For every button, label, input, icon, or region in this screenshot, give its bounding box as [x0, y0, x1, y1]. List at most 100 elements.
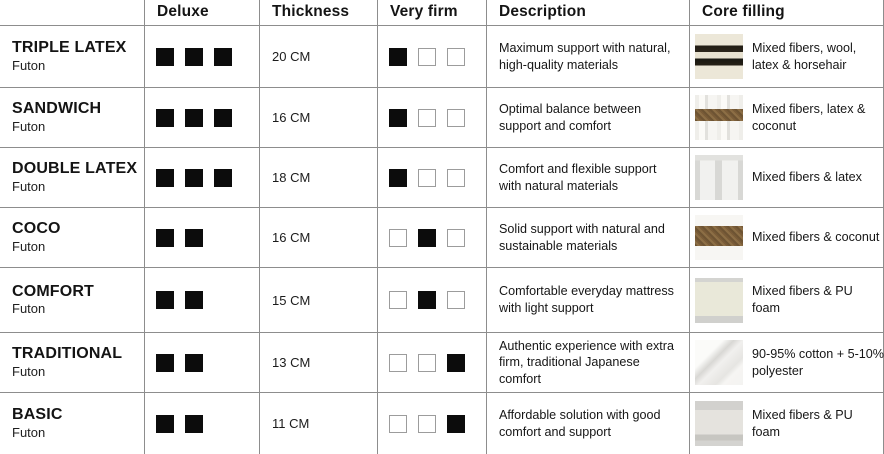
header-description: Description: [487, 0, 690, 26]
deluxe-rating: [145, 26, 260, 88]
core-filling-text: Mixed fibers & latex: [752, 170, 862, 185]
core-filling-cell: Mixed fibers, wool, latex & horsehair: [690, 26, 884, 88]
product-name-cell: BASIC Futon: [0, 393, 145, 454]
product-name: TRIPLE LATEX: [12, 39, 127, 57]
core-filling-text: 90-95% cotton + 5-10% polyester: [752, 346, 884, 378]
core-filling-text: Mixed fibers & coconut: [752, 230, 880, 245]
core-filling-photo: [695, 95, 743, 140]
description-text: Comfortable everyday mattress with light…: [487, 268, 690, 333]
deluxe-rating: [145, 393, 260, 454]
core-filling-cell: Mixed fibers & PU foam: [690, 393, 884, 454]
core-filling-photo: [695, 401, 743, 446]
deluxe-square-filled: [214, 47, 232, 66]
product-subtitle: Futon: [12, 424, 46, 440]
product-name-cell: TRIPLE LATEX Futon: [0, 26, 145, 88]
thickness-value: 16 CM: [260, 208, 378, 268]
description-text: Maximum support with natural, high-quali…: [487, 26, 690, 88]
firmness-square-empty: [418, 108, 436, 127]
firmness-square-empty: [447, 168, 465, 187]
deluxe-rating: [145, 333, 260, 393]
product-subtitle: Futon: [12, 178, 46, 194]
product-name-cell: DOUBLE LATEX Futon: [0, 148, 145, 208]
product-name: SANDWICH: [12, 100, 102, 118]
core-filling-text: Mixed fibers & PU foam: [752, 284, 853, 315]
deluxe-square-filled: [156, 168, 174, 187]
product-subtitle: Futon: [12, 118, 46, 134]
product-name: COMFORT: [12, 282, 94, 300]
firmness-square-filled: [418, 228, 436, 247]
deluxe-square-filled: [185, 414, 203, 433]
core-filling-photo: [695, 155, 743, 200]
firmness-square-empty: [418, 168, 436, 187]
thickness-value: 18 CM: [260, 148, 378, 208]
deluxe-square-filled: [185, 108, 203, 127]
product-name: TRADITIONAL: [12, 345, 123, 363]
firmness-square-filled: [447, 414, 465, 433]
firmness-square-empty: [389, 414, 407, 433]
deluxe-square-filled: [214, 108, 232, 127]
firmness-square-empty: [389, 228, 407, 247]
description-text: Affordable solution with good comfort an…: [487, 393, 690, 454]
core-filling-cell: Mixed fibers & coconut: [690, 208, 884, 268]
core-filling-text: Mixed fibers & PU foam: [752, 407, 853, 439]
thickness-value: 13 CM: [260, 333, 378, 393]
product-subtitle: Futon: [12, 238, 46, 254]
deluxe-square-filled: [156, 291, 174, 309]
description-text: Solid support with natural and sustainab…: [487, 208, 690, 268]
core-filling-cell: Mixed fibers & latex: [690, 148, 884, 208]
thickness-value: 20 CM: [260, 26, 378, 88]
core-filling-photo: [695, 340, 743, 385]
description-text: Comfort and flexible support with natura…: [487, 148, 690, 208]
firmness-square-empty: [418, 353, 436, 372]
description-text: Authentic experience with extra firm, tr…: [487, 333, 690, 393]
product-name-cell: COCO Futon: [0, 208, 145, 268]
core-filling-photo: [695, 34, 743, 79]
firmness-rating: [378, 88, 487, 148]
thickness-value: 16 CM: [260, 88, 378, 148]
deluxe-rating: [145, 208, 260, 268]
product-name: DOUBLE LATEX: [12, 160, 138, 178]
deluxe-square-filled: [156, 108, 174, 127]
product-name-cell: SANDWICH Futon: [0, 88, 145, 148]
firmness-rating: [378, 26, 487, 88]
product-subtitle: Futon: [12, 301, 46, 317]
firmness-square-filled: [389, 168, 407, 187]
firmness-square-empty: [389, 353, 407, 372]
core-filling-cell: 90-95% cotton + 5-10% polyester: [690, 333, 884, 393]
deluxe-square-filled: [156, 353, 174, 372]
product-name-cell: COMFORT Futon: [0, 268, 145, 333]
deluxe-square-filled: [156, 414, 174, 433]
header-very-firm: Very firm: [378, 0, 487, 26]
product-name: COCO: [12, 220, 61, 238]
header-deluxe: Deluxe: [145, 0, 260, 26]
thickness-value: 11 CM: [260, 393, 378, 454]
header-core-filling: Core filling: [690, 0, 884, 26]
thickness-value: 15 CM: [260, 268, 378, 333]
core-filling-photo: [695, 215, 743, 260]
firmness-rating: [378, 148, 487, 208]
deluxe-square-filled: [185, 353, 203, 372]
firmness-square-empty: [447, 228, 465, 247]
firmness-square-filled: [447, 353, 465, 372]
product-subtitle: Futon: [12, 57, 46, 73]
core-filling-cell: Mixed fibers, latex & coconut: [690, 88, 884, 148]
firmness-rating: [378, 268, 487, 333]
deluxe-square-filled: [156, 228, 174, 247]
deluxe-square-filled: [185, 228, 203, 247]
firmness-square-filled: [418, 291, 436, 309]
firmness-square-empty: [389, 291, 407, 309]
deluxe-square-filled: [185, 291, 203, 309]
product-subtitle: Futon: [12, 363, 46, 379]
core-filling-text: Mixed fibers, wool, latex & horsehair: [752, 40, 857, 72]
firmness-rating: [378, 333, 487, 393]
deluxe-square-filled: [156, 47, 174, 66]
core-filling-photo: [695, 277, 743, 323]
deluxe-square-filled: [185, 168, 203, 187]
firmness-rating: [378, 208, 487, 268]
deluxe-rating: [145, 268, 260, 333]
header-product: [0, 0, 145, 26]
firmness-square-empty: [418, 47, 436, 66]
core-filling-text: Mixed fibers, latex & coconut: [752, 101, 866, 133]
deluxe-square-filled: [214, 168, 232, 187]
